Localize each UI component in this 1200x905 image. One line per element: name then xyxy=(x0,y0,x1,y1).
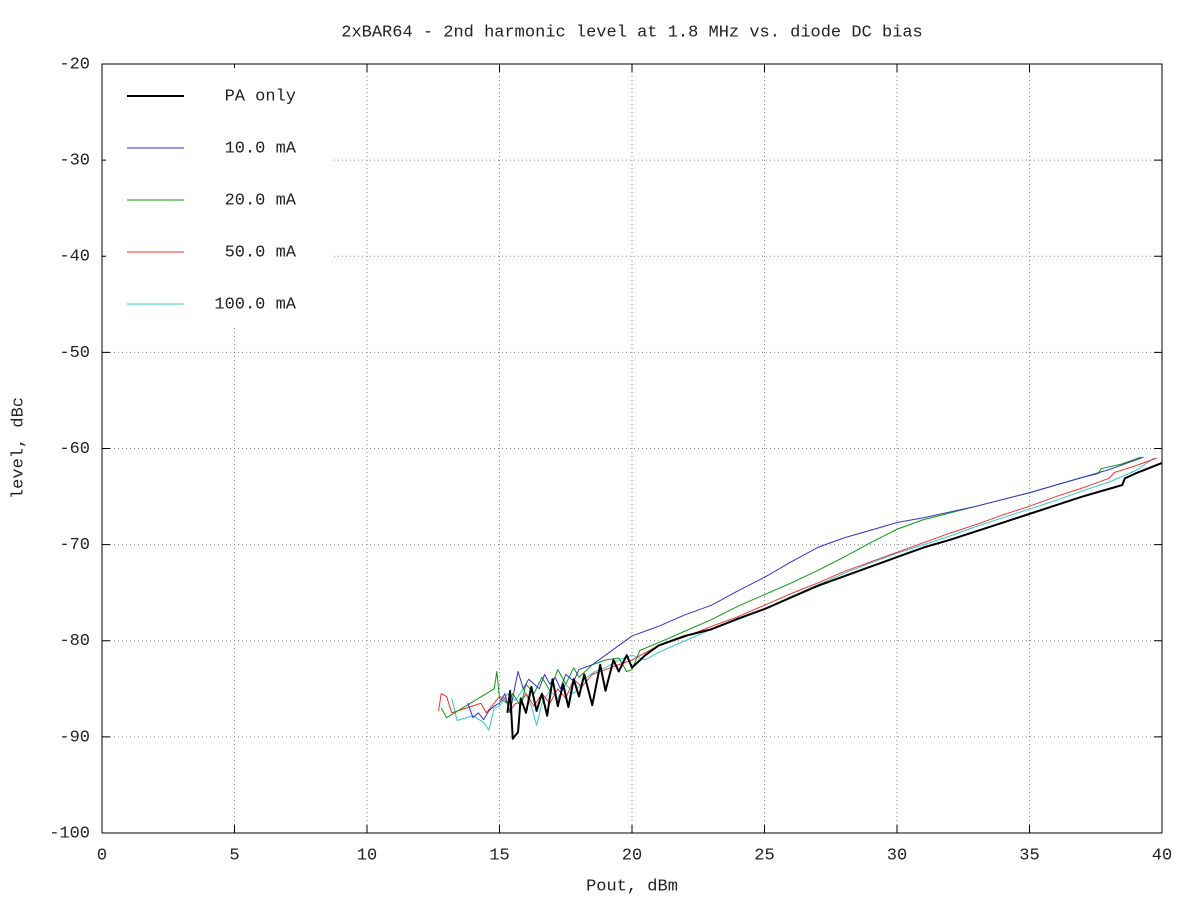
chart-title: 2xBAR64 - 2nd harmonic level at 1.8 MHz … xyxy=(341,23,923,42)
x-tick-label: 35 xyxy=(1019,846,1039,865)
legend-label: 100.0 mA xyxy=(214,295,296,314)
legend-label: 10.0 mA xyxy=(225,139,297,158)
legend-background xyxy=(106,68,334,328)
series-line xyxy=(451,457,1155,731)
series-line xyxy=(440,456,1141,719)
x-axis-label: Pout, dBm xyxy=(586,877,678,896)
y-tick-label: -60 xyxy=(59,440,90,459)
y-tick-label: -90 xyxy=(59,728,90,747)
series-line xyxy=(506,461,1163,740)
x-tick-label: 25 xyxy=(754,846,774,865)
series-line xyxy=(438,457,1157,714)
y-tick-label: -50 xyxy=(59,344,90,363)
plot-border xyxy=(101,63,1163,834)
y-tick-label: -70 xyxy=(59,536,90,555)
x-tick-label: 10 xyxy=(357,846,377,865)
y-tick-label: -100 xyxy=(49,824,90,843)
x-tick-label: 20 xyxy=(622,846,642,865)
legend-label: 50.0 mA xyxy=(225,243,297,262)
legend-label: 20.0 mA xyxy=(225,191,297,210)
x-tick-label: 30 xyxy=(887,846,907,865)
y-tick-label: -40 xyxy=(59,248,90,267)
y-tick-label: -20 xyxy=(59,55,90,74)
x-tick-label: 40 xyxy=(1152,846,1172,865)
x-tick-label: 0 xyxy=(97,846,107,865)
legend-label: PA only xyxy=(225,87,296,106)
y-tick-label: -30 xyxy=(59,152,90,171)
x-tick-label: 15 xyxy=(489,846,509,865)
y-axis-label: level, dBc xyxy=(9,397,28,499)
x-tick-label: 5 xyxy=(229,846,239,865)
y-tick-label: -80 xyxy=(59,632,90,651)
